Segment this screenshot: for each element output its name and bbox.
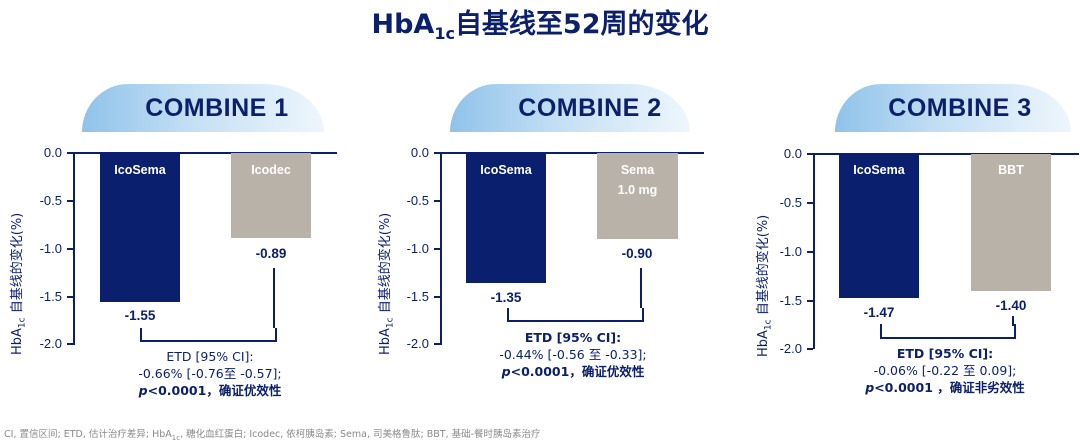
- y-axis-line: [440, 152, 442, 345]
- y-axis-label: HbA1c 自基线的变化(%): [378, 212, 396, 355]
- y-axis-line: [73, 152, 75, 345]
- y-tick: [67, 248, 73, 250]
- bar-icosema: IcoSema: [466, 153, 546, 283]
- panel-title: COMBINE 1: [145, 94, 289, 122]
- y-tick-label: -1.0: [39, 241, 62, 256]
- bar-icosema: IcoSema: [100, 153, 180, 302]
- panel-banner: [450, 84, 690, 132]
- y-tick: [67, 343, 73, 345]
- y-tick: [807, 202, 813, 204]
- y-axis-label: HbA1c 自基线的变化(%): [756, 214, 774, 357]
- y-tick-label: -2.0: [406, 336, 429, 351]
- bar-icodec: Icodec: [231, 153, 311, 238]
- comparison-bracket-right-arm: [640, 268, 642, 308]
- y-tick: [434, 248, 440, 250]
- bar-value-label: -1.55: [124, 308, 156, 323]
- y-tick: [67, 152, 73, 154]
- y-tick-label: -2.0: [779, 341, 802, 356]
- comparison-bracket-left: [507, 308, 644, 322]
- y-tick-label: -0.5: [406, 193, 429, 208]
- y-tick: [807, 251, 813, 253]
- etd-annotation: ETD [95% CI]: -0.06% [-0.22 至 0.09]; p<0…: [865, 346, 1025, 395]
- y-axis-line: [813, 153, 815, 349]
- y-tick: [434, 343, 440, 345]
- y-tick-label: 0.0: [43, 145, 62, 160]
- y-tick: [67, 200, 73, 202]
- page-title: HbA1c自基线至52周的变化: [371, 9, 709, 43]
- bar-value-label: -1.40: [995, 298, 1027, 313]
- bar-bbt: BBT: [971, 154, 1051, 291]
- comparison-bracket-left: [140, 328, 277, 342]
- bar-value-label: -1.47: [863, 305, 895, 320]
- y-tick: [807, 300, 813, 302]
- comparison-bracket: [880, 324, 1016, 339]
- x-axis-baseline: [440, 152, 704, 154]
- y-tick-label: -1.0: [779, 244, 802, 259]
- y-tick-label: -1.5: [779, 293, 802, 308]
- panel-banner: [835, 84, 1071, 132]
- y-tick-label: -0.5: [39, 193, 62, 208]
- y-tick-label: -2.0: [39, 336, 62, 351]
- y-tick: [434, 296, 440, 298]
- x-axis-baseline: [813, 153, 1079, 155]
- y-tick: [67, 296, 73, 298]
- y-tick-label: -1.5: [406, 289, 429, 304]
- etd-annotation: ETD [95% CI]: -0.66% [-0.76至 -0.57]; p<0…: [138, 349, 282, 398]
- bar-value-label: -0.89: [255, 246, 287, 261]
- etd-annotation: ETD [95% CI]: -0.44% [-0.56 至 -0.33]; p<…: [499, 330, 647, 379]
- y-tick: [807, 348, 813, 350]
- y-tick-label: 0.0: [783, 146, 802, 161]
- y-tick-label: -1.0: [406, 241, 429, 256]
- y-tick-label: -1.5: [39, 289, 62, 304]
- x-axis-baseline: [73, 152, 337, 154]
- bar-value-label: -0.90: [621, 246, 653, 261]
- y-tick: [434, 152, 440, 154]
- comparison-bracket-right-arm: [1012, 316, 1014, 326]
- y-tick-label: 0.0: [410, 145, 429, 160]
- bar-sema: Sema 1.0 mg: [597, 153, 678, 239]
- bar-icosema: IcoSema: [839, 154, 919, 298]
- y-axis-label: HbA1c 自基线的变化(%): [10, 212, 28, 355]
- panel-banner: [82, 84, 324, 132]
- bar-value-label: -1.35: [490, 290, 522, 305]
- y-tick: [434, 200, 440, 202]
- panel-title: COMBINE 3: [888, 94, 1032, 122]
- y-tick-label: -0.5: [779, 195, 802, 210]
- y-tick: [807, 153, 813, 155]
- footnote: CI, 置信区间; ETD, 估计治疗差异; HbA1c, 糖化血红蛋白; Ic…: [4, 429, 541, 442]
- comparison-bracket-right-arm: [273, 268, 275, 328]
- panel-title: COMBINE 2: [518, 94, 662, 122]
